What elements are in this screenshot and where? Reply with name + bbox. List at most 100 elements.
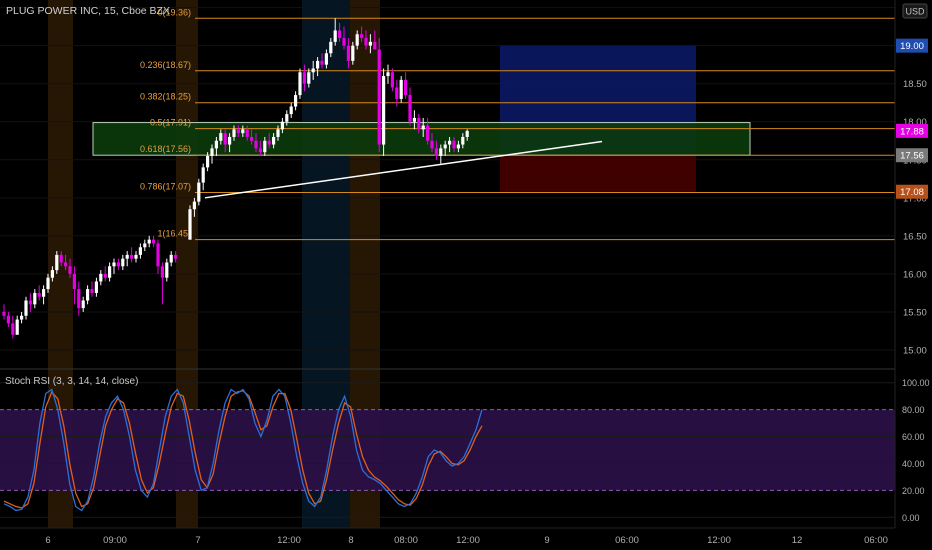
candle-body (302, 72, 306, 84)
price-label-badge (896, 148, 928, 163)
rsi-tick-label: 100.00 (902, 378, 930, 388)
candle-body (236, 129, 240, 134)
candle-body (99, 273, 103, 282)
candle-body (351, 45, 355, 61)
price-label-badge (896, 123, 928, 138)
chart-title: PLUG POWER INC, 15, Cboe BZX (6, 5, 170, 17)
price-label-text: 19.00 (900, 41, 924, 52)
currency-badge[interactable]: USD (902, 3, 928, 19)
candle-body (241, 129, 245, 134)
price-label-badge (896, 184, 928, 199)
time-tick-label: 09:00 (103, 535, 127, 546)
candle-body (289, 106, 293, 115)
candle-body (452, 140, 456, 149)
trendline[interactable] (204, 140, 603, 199)
candle-body (219, 133, 223, 141)
rsi-tick-label: 40.00 (902, 459, 925, 469)
candle-body (333, 30, 337, 42)
candle-body (223, 133, 227, 145)
price-label-badge (896, 38, 928, 53)
candle-body (94, 281, 98, 293)
price-tick-label: 16.50 (903, 231, 927, 242)
candle-body (188, 209, 192, 240)
candle-body (228, 136, 232, 145)
candle-body (90, 289, 94, 293)
candle-body (294, 95, 298, 107)
candle-body (408, 95, 412, 122)
price-label-text: 17.56 (900, 151, 924, 162)
rsi-tick-label: 60.00 (902, 432, 925, 442)
candle-body (386, 72, 390, 77)
fib-golden-zone[interactable] (92, 122, 751, 156)
candle-body (390, 72, 394, 88)
candle-body (156, 243, 160, 267)
candle-body (103, 273, 107, 278)
time-tick-label: 8 (348, 535, 353, 546)
candle-body (368, 41, 372, 46)
price-tick-label: 16.00 (903, 269, 927, 280)
price-labels: 19.00 17.88 17.56 17.08 (896, 38, 928, 199)
time-tick-label: 9 (544, 535, 549, 546)
candle-body (258, 148, 262, 153)
stoch-rsi-pane: Stoch RSI (3, 3, 14, 14, close) (0, 376, 895, 518)
candle-body (33, 292, 37, 305)
candle-body (138, 247, 142, 255)
candle-body (373, 41, 377, 50)
candle-body (382, 76, 386, 145)
candle-body (377, 49, 381, 145)
candle-body (412, 117, 416, 122)
time-tick-label: 12:00 (277, 535, 301, 546)
candle-body (174, 254, 178, 259)
candle-body (192, 201, 196, 210)
candle-body (298, 72, 302, 96)
candle-body (355, 34, 359, 46)
time-tick-label: 06:00 (615, 535, 639, 546)
time-axis[interactable]: 6 09:00 7 12:00 8 08:00 12:00 9 06:00 12:00 12 06:0… (45, 535, 888, 546)
time-tick-label: 12 (792, 535, 803, 546)
time-tick-label: 06:00 (864, 535, 888, 546)
candle-body (245, 129, 249, 137)
candle-body (50, 270, 54, 278)
candle-body (197, 182, 201, 202)
candle-body (346, 45, 350, 61)
candle-body (254, 140, 258, 149)
price-tick-label: 18.50 (903, 79, 927, 90)
candle-body (329, 41, 333, 54)
candle-body (267, 140, 271, 145)
candle-body (210, 148, 214, 156)
candle-body (42, 289, 46, 297)
price-tick-label: 17.00 (903, 193, 927, 204)
time-tick-label: 6 (45, 535, 50, 546)
fib-level-label: 1(16.45) (157, 229, 191, 239)
candle-body (280, 121, 284, 130)
candle-body (421, 125, 425, 130)
candle-body (307, 72, 311, 84)
candle-body (320, 60, 324, 65)
candle-body (214, 140, 218, 149)
long-position-tool[interactable] (500, 45, 696, 192)
rsi-tick-label: 80.00 (902, 405, 925, 415)
candle-body (417, 117, 421, 130)
candle-body (276, 129, 280, 137)
candle-body (165, 262, 169, 278)
candle-body (461, 136, 465, 145)
price-grid (0, 7, 895, 351)
candle-body (11, 323, 15, 335)
candle-body (439, 148, 443, 156)
candle-body (134, 254, 138, 259)
candle-body (316, 60, 320, 69)
candle-body (456, 144, 460, 149)
candle-body (395, 87, 399, 99)
candle-body (2, 311, 6, 316)
candle-body (55, 254, 59, 271)
candle-body (360, 34, 364, 39)
rsi-axis[interactable]: 0.00 20.00 40.00 60.00 80.00 100.00 (902, 378, 930, 523)
candle-body (206, 155, 210, 168)
rsi-tick-label: 0.00 (902, 513, 920, 523)
candle-body (37, 292, 41, 297)
fibonacci-retracement[interactable]: 0(19.36) 0.236(18.67) 0.382(18.25) 0.5(17.9… (140, 7, 895, 241)
candle-body (404, 79, 408, 96)
time-tick-label: 12:00 (456, 535, 480, 546)
candle-body (108, 266, 112, 278)
